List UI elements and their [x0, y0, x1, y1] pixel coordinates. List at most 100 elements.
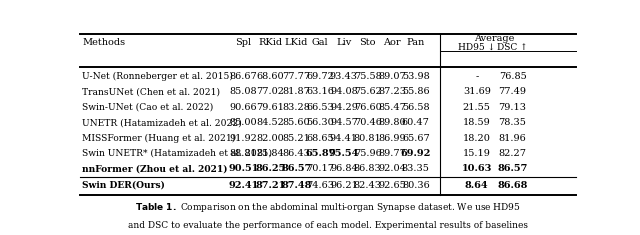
Text: 83.35: 83.35: [402, 164, 429, 173]
Text: 56.30: 56.30: [306, 118, 334, 127]
Text: 81.87: 81.87: [282, 87, 310, 97]
Text: 82.00: 82.00: [257, 134, 284, 143]
Text: 75.96: 75.96: [354, 149, 381, 158]
Text: 86.99: 86.99: [378, 134, 406, 143]
Text: 79.61: 79.61: [257, 103, 284, 112]
Text: 86.43: 86.43: [282, 149, 310, 158]
Text: 86.25: 86.25: [255, 164, 285, 173]
Text: 75.62: 75.62: [354, 87, 381, 97]
Text: $\bf{Table\ 1.}$ Comparison on the abdominal multi-organ Synapse dataset. We use: $\bf{Table\ 1.}$ Comparison on the abdom…: [135, 201, 521, 214]
Text: 89.07: 89.07: [378, 72, 406, 81]
Text: Pan: Pan: [406, 38, 425, 47]
Text: 89.80: 89.80: [378, 118, 406, 127]
Text: 92.65: 92.65: [378, 181, 406, 190]
Text: 94.41: 94.41: [330, 134, 358, 143]
Text: 86.67: 86.67: [230, 72, 257, 81]
Text: 95.54: 95.54: [329, 149, 359, 158]
Text: 80.81: 80.81: [354, 134, 381, 143]
Text: TransUNet (Chen et al. 2021): TransUNet (Chen et al. 2021): [83, 87, 220, 97]
Text: 70.17: 70.17: [306, 164, 334, 173]
Text: 76.85: 76.85: [499, 72, 526, 81]
Text: 86.68: 86.68: [497, 181, 528, 190]
Text: 68.60: 68.60: [257, 72, 284, 81]
Text: 96.84: 96.84: [330, 164, 358, 173]
Text: Spl: Spl: [236, 38, 252, 47]
Text: 69.92: 69.92: [401, 149, 431, 158]
Text: LKid: LKid: [285, 38, 308, 47]
Text: RKid: RKid: [259, 38, 282, 47]
Text: 89.77: 89.77: [378, 149, 406, 158]
Text: UNETR (Hatamizadeh et al. 2022): UNETR (Hatamizadeh et al. 2022): [83, 118, 242, 127]
Text: 85.47: 85.47: [378, 103, 406, 112]
Text: 68.65: 68.65: [307, 134, 334, 143]
Text: 8.64: 8.64: [465, 181, 488, 190]
Text: 18.59: 18.59: [463, 118, 491, 127]
Text: 96.21: 96.21: [330, 181, 358, 190]
Text: MISSFormer (Huang et al. 2021): MISSFormer (Huang et al. 2021): [83, 133, 236, 143]
Text: 84.52: 84.52: [257, 118, 284, 127]
Text: 80.36: 80.36: [402, 181, 429, 190]
Text: 83.28: 83.28: [282, 103, 310, 112]
Text: Liv: Liv: [336, 38, 351, 47]
Text: 90.51: 90.51: [228, 164, 259, 173]
Text: 18.20: 18.20: [463, 134, 491, 143]
Text: 77.02: 77.02: [257, 87, 284, 97]
Text: 63.16: 63.16: [306, 87, 334, 97]
Text: 82.43: 82.43: [354, 181, 381, 190]
Text: 65.67: 65.67: [402, 134, 429, 143]
Text: 55.86: 55.86: [402, 87, 429, 97]
Text: 86.83: 86.83: [354, 164, 381, 173]
Text: 56.58: 56.58: [402, 103, 429, 112]
Text: 77.49: 77.49: [499, 87, 527, 97]
Text: 94.29: 94.29: [330, 103, 358, 112]
Text: Gal: Gal: [312, 38, 328, 47]
Text: 93.43: 93.43: [330, 72, 358, 81]
Text: U-Net (Ronneberger et al. 2015): U-Net (Ronneberger et al. 2015): [83, 72, 234, 81]
Text: 85.21: 85.21: [282, 134, 310, 143]
Text: 60.47: 60.47: [402, 118, 429, 127]
Text: 85.00: 85.00: [230, 118, 257, 127]
Text: 76.60: 76.60: [354, 103, 381, 112]
Text: 81.96: 81.96: [499, 134, 526, 143]
Text: 86.57: 86.57: [497, 164, 528, 173]
Text: HD95 ↓: HD95 ↓: [458, 43, 495, 52]
Text: 77.77: 77.77: [282, 72, 310, 81]
Text: 86.57: 86.57: [281, 164, 312, 173]
Text: Swin DER(Ours): Swin DER(Ours): [83, 181, 165, 190]
Text: 78.35: 78.35: [499, 118, 527, 127]
Text: 92.41: 92.41: [228, 181, 259, 190]
Text: 10.63: 10.63: [461, 164, 492, 173]
Text: 75.58: 75.58: [354, 72, 381, 81]
Text: 85.60: 85.60: [282, 118, 310, 127]
Text: -: -: [475, 72, 479, 81]
Text: DSC ↑: DSC ↑: [497, 43, 528, 52]
Text: 70.46: 70.46: [354, 118, 381, 127]
Text: 85.08: 85.08: [230, 87, 257, 97]
Text: 85.84: 85.84: [257, 149, 284, 158]
Text: Aor: Aor: [383, 38, 401, 47]
Text: 87.23: 87.23: [378, 87, 406, 97]
Text: 65.87: 65.87: [305, 149, 335, 158]
Text: 66.53: 66.53: [306, 103, 334, 112]
Text: 15.19: 15.19: [463, 149, 491, 158]
Text: 31.69: 31.69: [463, 87, 491, 97]
Text: 94.57: 94.57: [330, 118, 358, 127]
Text: Methods: Methods: [83, 38, 125, 47]
Text: 82.27: 82.27: [499, 149, 527, 158]
Text: 53.98: 53.98: [402, 72, 429, 81]
Text: 79.13: 79.13: [499, 103, 527, 112]
Text: and DSC to evaluate the performance of each model. Experimental results of basel: and DSC to evaluate the performance of e…: [128, 221, 528, 230]
Text: 87.21: 87.21: [255, 181, 285, 190]
Text: Average: Average: [474, 34, 515, 43]
Text: 74.63: 74.63: [306, 181, 334, 190]
Text: Swin-UNet (Cao et al. 2022): Swin-UNet (Cao et al. 2022): [83, 103, 214, 112]
Text: Sto: Sto: [360, 38, 376, 47]
Text: Swin UNETR* (Hatamizadeh et al. 2021): Swin UNETR* (Hatamizadeh et al. 2021): [83, 149, 273, 158]
Text: 88.81: 88.81: [230, 149, 257, 158]
Text: 91.92: 91.92: [230, 134, 258, 143]
Text: 21.55: 21.55: [463, 103, 491, 112]
Text: 94.08: 94.08: [330, 87, 358, 97]
Text: 90.66: 90.66: [230, 103, 257, 112]
Text: 92.04: 92.04: [378, 164, 406, 173]
Text: 87.48: 87.48: [281, 181, 312, 190]
